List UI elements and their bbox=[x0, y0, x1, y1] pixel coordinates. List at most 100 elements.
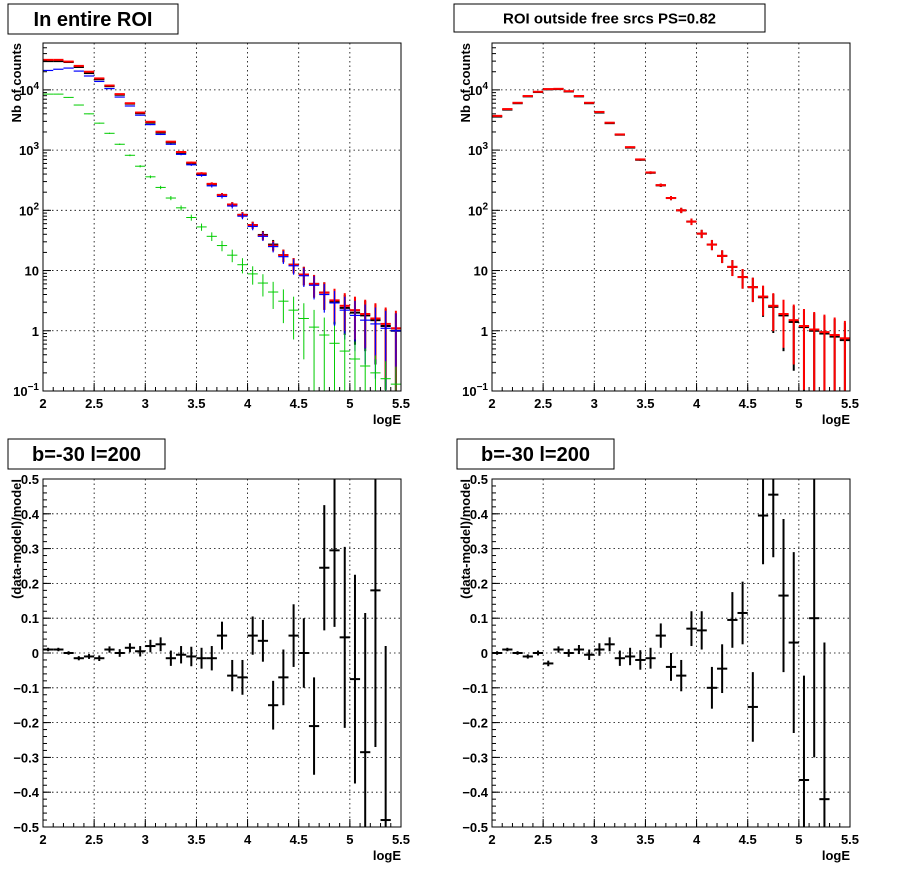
data-point bbox=[502, 108, 513, 111]
data-point bbox=[502, 647, 513, 652]
y-tick-label: 0.3 bbox=[470, 542, 488, 557]
data-point bbox=[339, 333, 350, 391]
x-tick-label: 5 bbox=[346, 832, 353, 847]
data-point bbox=[512, 651, 523, 655]
data-point bbox=[553, 87, 564, 90]
y-tick-label: −0.2 bbox=[462, 716, 488, 731]
data-series-2 bbox=[492, 87, 850, 391]
data-point bbox=[614, 133, 625, 136]
chart-title: In entire ROI bbox=[34, 9, 153, 31]
data-point bbox=[237, 213, 248, 220]
y-tick-label: 1 bbox=[32, 324, 39, 339]
data-point bbox=[288, 604, 299, 667]
data-point bbox=[83, 654, 95, 659]
data-point bbox=[165, 650, 176, 666]
y-tick-label: 0.5 bbox=[21, 472, 39, 487]
x-tick-label: 3 bbox=[142, 396, 149, 411]
data-point bbox=[216, 240, 228, 252]
data-point bbox=[727, 592, 738, 648]
data-point bbox=[655, 623, 666, 648]
chart-panel-3: 2 2.5 3 3.5 4 4.5 5 5.5 −0.5 −0.4 −0.3 −0.2 −0.1 0 0.1… bbox=[7, 438, 410, 863]
data-point bbox=[563, 649, 574, 657]
y-axis-title: (data-model)/model bbox=[9, 479, 24, 599]
data-point bbox=[563, 90, 574, 93]
data-series-2 bbox=[43, 58, 401, 391]
x-tick-label: 2 bbox=[39, 396, 46, 411]
data-point bbox=[839, 320, 850, 391]
y-tick-label: 0.2 bbox=[470, 576, 488, 591]
x-tick-label: 4 bbox=[693, 832, 701, 847]
y-tick-label: 0.3 bbox=[21, 542, 39, 557]
data-point bbox=[319, 283, 330, 313]
chart-title: b=-30 l=200 bbox=[481, 444, 590, 466]
x-tick-label: 4 bbox=[244, 396, 252, 411]
chart-panel-4: 2 2.5 3 3.5 4 4.5 5 5.5 −0.5 −0.4 −0.3 −0.2 −0.1 0 0.1… bbox=[456, 438, 859, 863]
data-point bbox=[298, 618, 309, 688]
x-tick-label: 5.5 bbox=[841, 396, 859, 411]
data-point bbox=[798, 675, 810, 827]
data-point bbox=[665, 196, 677, 201]
title-box bbox=[7, 3, 179, 35]
data-point bbox=[329, 290, 340, 327]
data-point bbox=[319, 317, 330, 391]
data-series-1 bbox=[492, 479, 830, 827]
data-point bbox=[573, 644, 585, 655]
y-tick-label: −0.4 bbox=[13, 785, 39, 800]
x-axis-title: logE bbox=[373, 412, 401, 427]
data-point bbox=[135, 114, 146, 116]
x-axis-title: logE bbox=[822, 848, 850, 863]
data-point bbox=[135, 111, 146, 114]
y-tick-label: 10 bbox=[25, 264, 39, 279]
data-point bbox=[145, 120, 156, 123]
data-point bbox=[788, 304, 799, 365]
data-point bbox=[624, 647, 636, 666]
y-tick-label: 0.2 bbox=[21, 576, 39, 591]
y-tick-label: 10−1 bbox=[13, 382, 39, 399]
chart-title: b=-30 l=200 bbox=[32, 444, 141, 466]
data-point bbox=[584, 649, 595, 660]
title-box bbox=[456, 438, 615, 470]
data-point bbox=[390, 366, 401, 391]
data-point bbox=[278, 649, 289, 706]
y-tick-label: 10 bbox=[474, 264, 488, 279]
x-tick-label: 3 bbox=[591, 396, 598, 411]
data-point bbox=[175, 205, 187, 211]
data-point bbox=[370, 355, 381, 391]
y-tick-label: 104 bbox=[19, 81, 39, 98]
data-point bbox=[175, 150, 187, 153]
data-point bbox=[257, 274, 269, 297]
data-point bbox=[124, 102, 136, 105]
y-tick-label: 102 bbox=[468, 201, 488, 218]
data-point bbox=[319, 505, 330, 631]
data-point bbox=[298, 267, 309, 287]
data-series-4 bbox=[43, 93, 401, 391]
x-tick-label: 4 bbox=[244, 832, 252, 847]
data-point bbox=[83, 113, 95, 115]
x-tick-label: 5 bbox=[346, 396, 353, 411]
data-point bbox=[114, 93, 125, 96]
x-tick-label: 4.5 bbox=[290, 832, 308, 847]
y-tick-label: −0.3 bbox=[462, 750, 488, 765]
data-point bbox=[778, 299, 789, 348]
x-tick-label: 3.5 bbox=[636, 832, 654, 847]
y-tick-label: 0.5 bbox=[470, 472, 488, 487]
data-point bbox=[329, 479, 340, 627]
data-point bbox=[155, 637, 166, 652]
data-point bbox=[216, 194, 228, 199]
data-point bbox=[308, 276, 320, 300]
y-tick-label: −0.1 bbox=[462, 681, 488, 696]
x-tick-label: 3.5 bbox=[187, 832, 205, 847]
data-point bbox=[145, 124, 156, 126]
data-point bbox=[676, 659, 687, 692]
data-point bbox=[237, 659, 248, 695]
data-point bbox=[522, 95, 533, 98]
data-series-1 bbox=[43, 479, 391, 827]
data-point bbox=[227, 249, 238, 263]
data-point bbox=[635, 650, 646, 670]
y-tick-label: −0.3 bbox=[13, 750, 39, 765]
data-series-1 bbox=[492, 88, 850, 391]
data-point bbox=[819, 314, 830, 391]
x-tick-label: 3 bbox=[591, 832, 598, 847]
data-point bbox=[594, 643, 605, 656]
